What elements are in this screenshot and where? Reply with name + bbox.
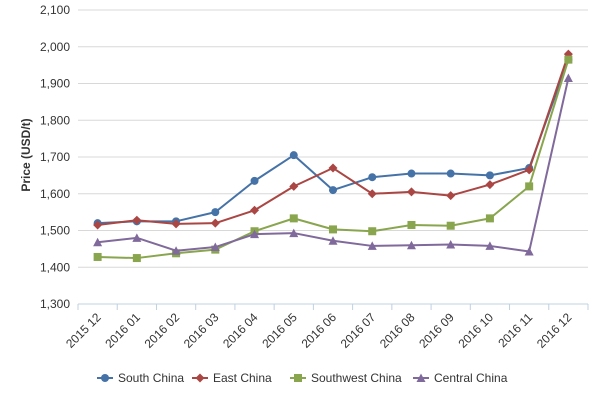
legend-marker bbox=[195, 373, 205, 383]
data-point[interactable] bbox=[328, 163, 338, 173]
x-tick-label: 2016 10 bbox=[455, 310, 496, 351]
legend-label: Southwest China bbox=[311, 371, 402, 385]
data-point[interactable] bbox=[250, 176, 259, 185]
data-point[interactable] bbox=[406, 187, 416, 197]
x-axis bbox=[77, 303, 589, 310]
data-point[interactable] bbox=[329, 225, 337, 234]
data-point[interactable] bbox=[524, 246, 534, 256]
legend-label: Central China bbox=[434, 371, 508, 385]
data-point[interactable] bbox=[289, 151, 298, 160]
series-line bbox=[97, 59, 570, 225]
y-tick-label: 1,600 bbox=[40, 187, 70, 201]
x-tick-label: 2015 12 bbox=[63, 310, 104, 351]
legend-item[interactable]: Central China bbox=[413, 371, 508, 385]
series-east-china bbox=[93, 49, 573, 230]
y-tick-label: 1,800 bbox=[40, 113, 70, 127]
y-tick-label: 1,900 bbox=[40, 77, 70, 91]
y-tick-label: 1,700 bbox=[40, 150, 70, 164]
data-point[interactable] bbox=[368, 173, 377, 182]
gridlines bbox=[78, 9, 588, 305]
data-point[interactable] bbox=[132, 233, 142, 242]
y-axis-ticks: 1,300 1,400 1,500 1,600 1,700 1,800 1,900 2,000… bbox=[40, 3, 70, 311]
x-tick-label: 2016 08 bbox=[377, 310, 418, 351]
x-tick-label: 2016 01 bbox=[102, 310, 143, 351]
x-tick-label: 2016 04 bbox=[220, 310, 261, 351]
x-tick-label: 2016 02 bbox=[142, 310, 183, 351]
y-tick-label: 2,000 bbox=[40, 40, 70, 54]
data-point[interactable] bbox=[289, 228, 299, 238]
legend-marker bbox=[294, 374, 302, 382]
data-point[interactable] bbox=[485, 214, 494, 223]
data-point[interactable] bbox=[210, 218, 220, 228]
data-point[interactable] bbox=[250, 229, 260, 239]
data-point[interactable] bbox=[367, 189, 377, 199]
legend-item[interactable]: East China bbox=[192, 371, 272, 385]
data-point[interactable] bbox=[289, 181, 299, 191]
y-tick-label: 1,500 bbox=[40, 224, 70, 238]
legend-item[interactable]: South China bbox=[97, 371, 184, 385]
data-point[interactable] bbox=[329, 186, 337, 195]
y-tick-label: 1,400 bbox=[40, 260, 70, 274]
x-tick-label: 2016 09 bbox=[416, 310, 457, 351]
series-south-china bbox=[93, 55, 573, 228]
y-tick-label: 1,300 bbox=[40, 297, 70, 311]
data-point[interactable] bbox=[93, 237, 103, 247]
data-point[interactable] bbox=[210, 242, 220, 252]
data-point[interactable] bbox=[367, 241, 377, 250]
data-point[interactable] bbox=[407, 220, 416, 229]
series-southwest-china bbox=[93, 55, 573, 263]
legend-marker bbox=[416, 373, 426, 382]
legend-item[interactable]: Southwest China bbox=[290, 371, 402, 385]
x-tick-label: 2016 06 bbox=[299, 310, 340, 351]
data-point[interactable] bbox=[132, 215, 142, 225]
data-point[interactable] bbox=[289, 214, 298, 223]
data-point[interactable] bbox=[525, 182, 534, 191]
y-axis-title: Price (USD/t) bbox=[19, 118, 33, 191]
data-point[interactable] bbox=[250, 205, 260, 215]
legend-label: East China bbox=[213, 371, 272, 385]
x-tick-label: 2016 07 bbox=[338, 310, 379, 351]
data-point[interactable] bbox=[132, 254, 141, 263]
data-point[interactable] bbox=[368, 227, 377, 236]
x-tick-label: 2016 11 bbox=[495, 310, 535, 350]
data-point[interactable] bbox=[446, 221, 455, 230]
x-tick-label: 2016 03 bbox=[181, 310, 222, 351]
series-line bbox=[97, 53, 570, 226]
data-point[interactable] bbox=[485, 180, 495, 190]
data-point[interactable] bbox=[407, 169, 416, 178]
data-point[interactable] bbox=[93, 220, 103, 230]
data-point[interactable] bbox=[406, 240, 416, 250]
y-tick-label: 2,100 bbox=[40, 3, 70, 17]
data-point[interactable] bbox=[446, 191, 456, 201]
data-point[interactable] bbox=[563, 73, 573, 82]
x-tick-label: 2016 05 bbox=[259, 310, 300, 351]
series-group bbox=[93, 49, 573, 263]
legend-marker bbox=[101, 374, 109, 382]
legend-label: South China bbox=[118, 371, 184, 385]
data-point[interactable] bbox=[485, 241, 495, 250]
data-point[interactable] bbox=[564, 55, 573, 64]
data-point[interactable] bbox=[171, 219, 181, 229]
data-point[interactable] bbox=[446, 169, 455, 178]
series-central-china bbox=[93, 73, 573, 256]
data-point[interactable] bbox=[171, 246, 181, 255]
x-tick-label: 2016 12 bbox=[534, 310, 575, 351]
data-point[interactable] bbox=[446, 239, 456, 249]
data-point[interactable] bbox=[93, 252, 102, 261]
legend: South China East China Southwest China Cent… bbox=[97, 371, 508, 385]
data-point[interactable] bbox=[524, 165, 534, 175]
data-point[interactable] bbox=[328, 236, 338, 245]
data-point[interactable] bbox=[211, 208, 220, 217]
data-point[interactable] bbox=[485, 171, 494, 180]
